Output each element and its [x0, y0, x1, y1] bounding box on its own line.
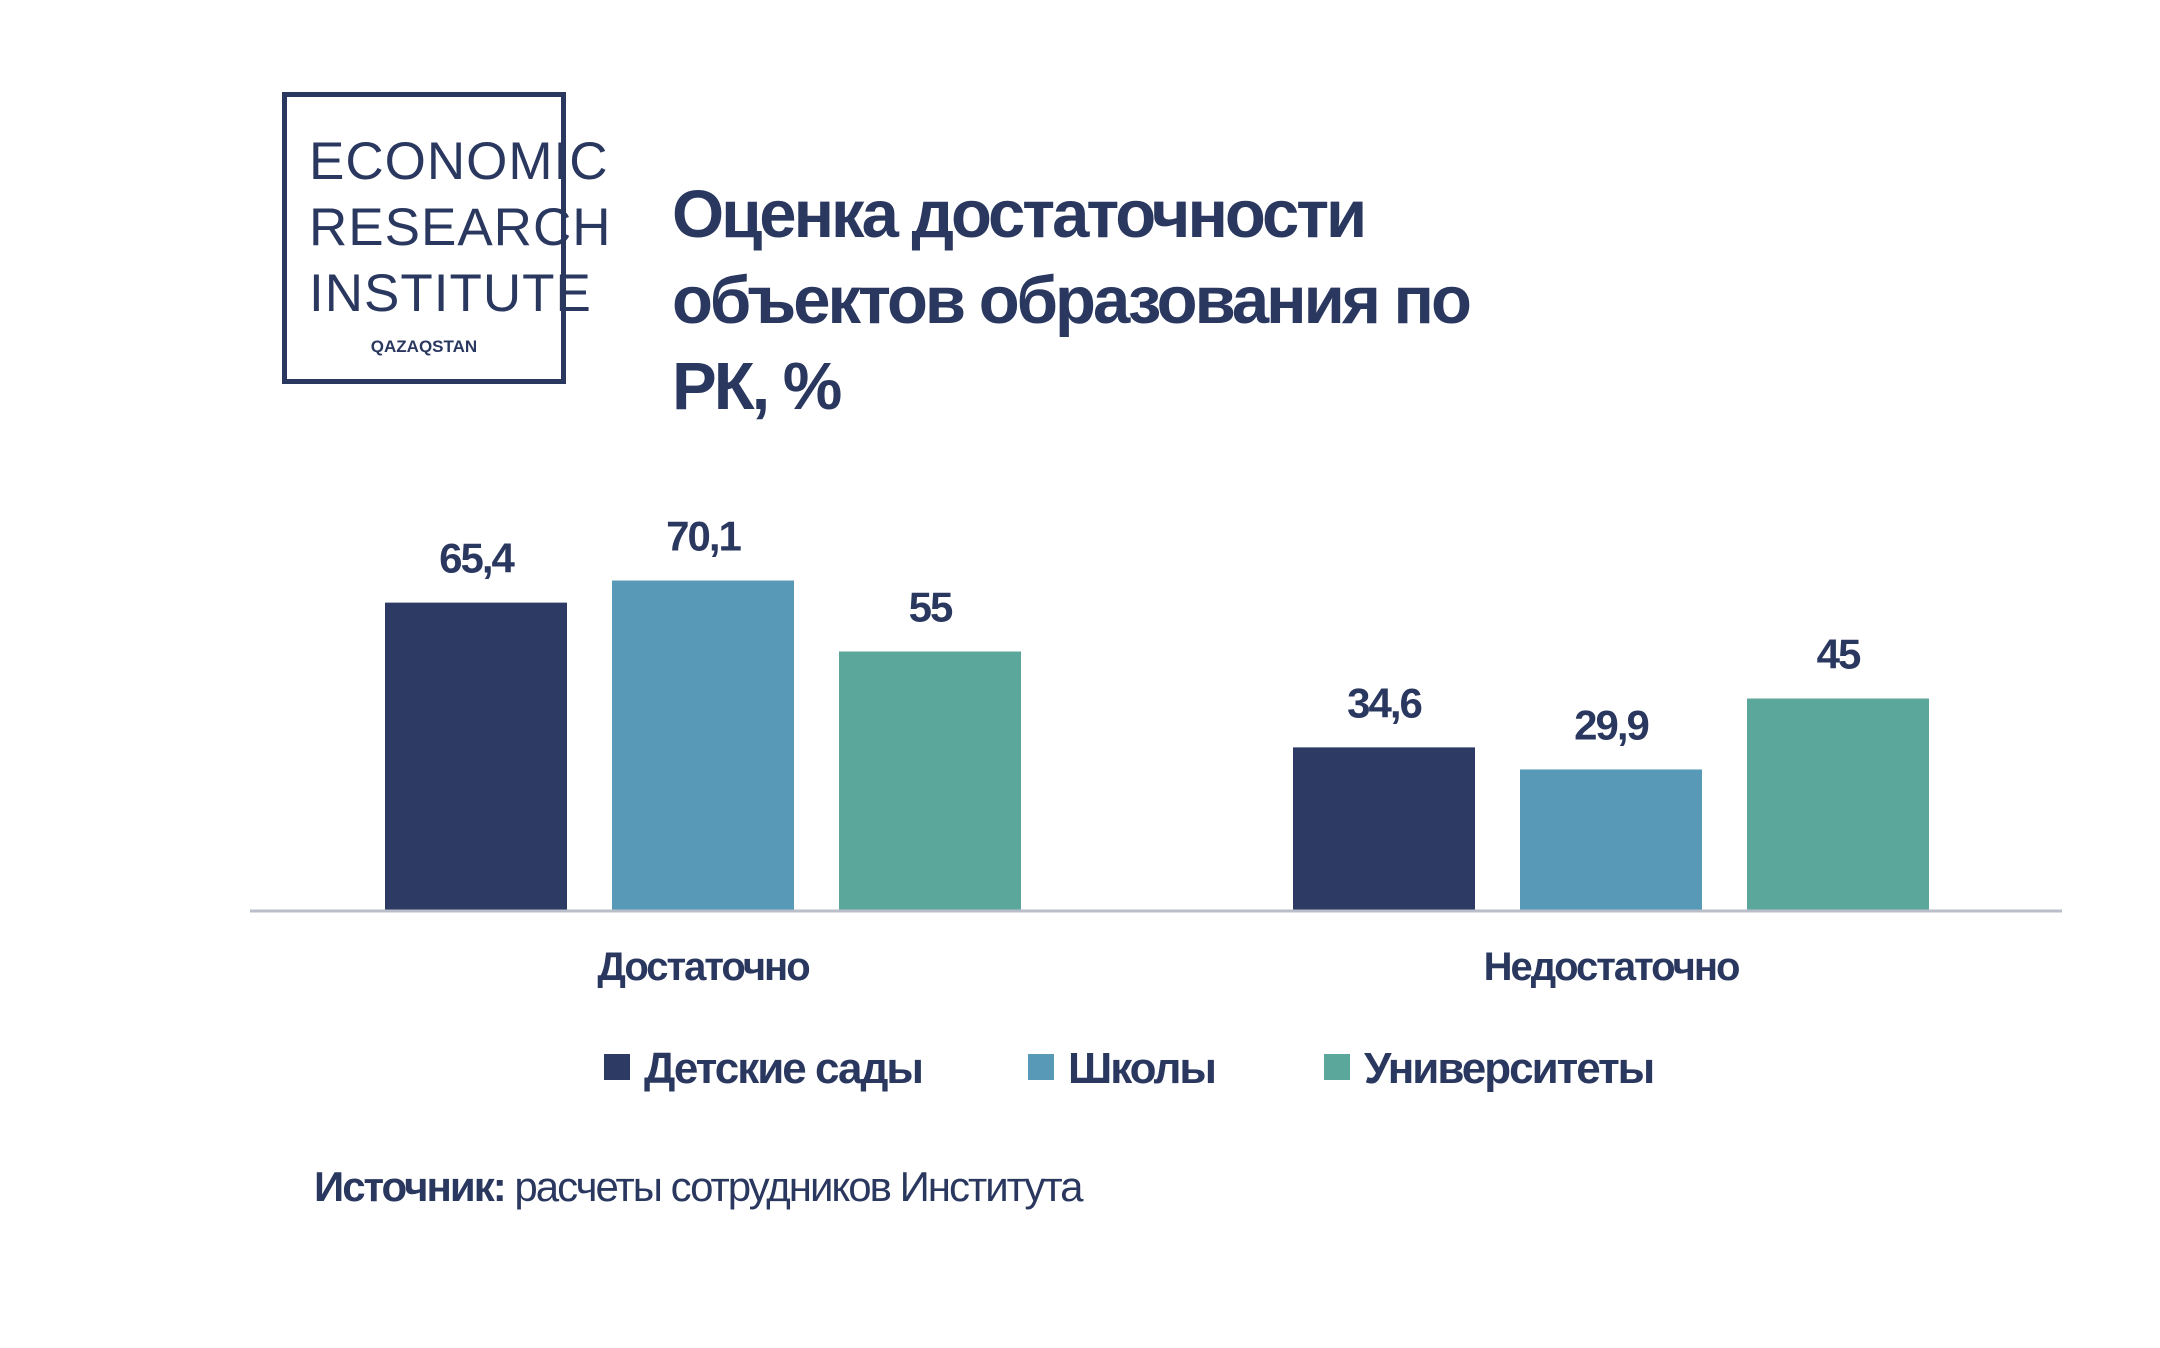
logo-line-3: INSTITUTE: [309, 264, 592, 323]
data-label-schools-sufficient: 70,1: [666, 513, 741, 560]
legend-label-schools: Школы: [1068, 1044, 1217, 1093]
legend-item-schools: Школы: [1028, 1044, 1217, 1094]
legend-swatch-kindergartens: [604, 1054, 630, 1081]
category-label-sufficient: Достаточно: [597, 945, 809, 989]
bar-kindergartens-sufficient: [385, 602, 567, 910]
source-text: расчеты сотрудников Института: [514, 1163, 1083, 1210]
data-label-universities-sufficient: 55: [909, 584, 953, 631]
category-label-insufficient: Недостаточно: [1484, 945, 1739, 989]
logo-line-2: RESEARCH: [309, 198, 612, 257]
bar-kindergartens-insufficient: [1293, 747, 1475, 910]
data-label-kindergartens-sufficient: 65,4: [439, 535, 515, 582]
legend-item-universities: Университеты: [1324, 1044, 1655, 1094]
legend-swatch-schools: [1028, 1054, 1054, 1081]
data-label-schools-insufficient: 29,9: [1574, 701, 1648, 748]
bar-universities-insufficient: [1747, 698, 1929, 910]
source-label: Источник:: [314, 1163, 507, 1210]
data-label-universities-insufficient: 45: [1817, 631, 1861, 678]
logo-line-1: ECONOMIC: [309, 132, 609, 191]
bar-universities-sufficient: [839, 651, 1021, 910]
logo: ECONOMIC RESEARCH INSTITUTE QAZAQSTAN: [282, 92, 611, 384]
logo-subtitle: QAZAQSTAN: [370, 337, 478, 356]
legend-label-kindergartens: Детские сады: [644, 1044, 924, 1093]
legend-label-universities: Университеты: [1364, 1044, 1655, 1093]
chart-title: Оценка достаточности объектов образовани…: [672, 177, 1472, 424]
source-note: Источник: расчеты сотрудников Института: [314, 1163, 1084, 1211]
bar-schools-sufficient: [612, 580, 794, 910]
data-label-kindergartens-insufficient: 34,6: [1347, 679, 1421, 726]
legend-swatch-universities: [1324, 1054, 1350, 1081]
legend-item-kindergartens: Детские сады: [604, 1044, 924, 1094]
bar-schools-insufficient: [1520, 769, 1702, 910]
